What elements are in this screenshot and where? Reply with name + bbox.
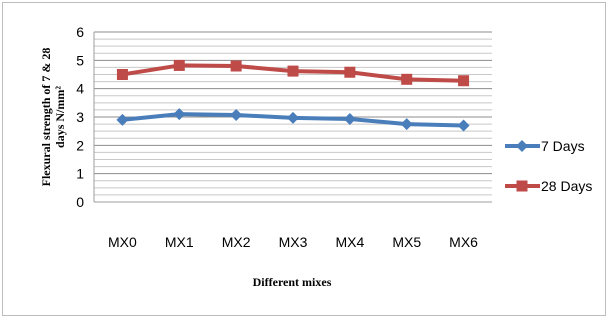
legend: 7 Days 28 Days: [505, 138, 592, 194]
x-tick-label: MX3: [279, 234, 308, 250]
legend-marker: [516, 180, 528, 192]
data-point: [173, 59, 185, 71]
data-point: [458, 75, 470, 87]
legend-item: 7 Days: [505, 138, 585, 154]
y-axis-title: Flexural strength of 7 & 28 days N/mm²: [39, 48, 67, 187]
data-point: [287, 65, 299, 77]
series-0: [116, 108, 470, 132]
y-tick-label: 6: [76, 24, 84, 40]
x-tick-labels: MX0 MX1 MX2 MX3 MX4 MX5 MX6: [108, 234, 478, 250]
legend-marker: [516, 140, 528, 152]
x-tick-label: MX6: [449, 234, 478, 250]
y-axis-title-line1: Flexural strength of 7 & 28: [39, 48, 53, 187]
legend-label: 7 Days: [541, 138, 585, 154]
legend-label: 28 Days: [541, 178, 592, 194]
y-tick-label: 1: [76, 166, 84, 182]
x-tick-label: MX5: [392, 234, 421, 250]
y-tick-label: 3: [76, 109, 84, 125]
data-point: [116, 69, 128, 80]
y-tick-label: 5: [76, 52, 84, 68]
y-tick-label: 4: [76, 81, 84, 97]
y-tick-label: 2: [76, 137, 84, 153]
data-point: [230, 60, 242, 72]
y-axis-title-line2: days N/mm²: [53, 86, 67, 148]
data-point: [173, 108, 186, 121]
data-point: [344, 66, 356, 78]
series-1: [116, 59, 470, 87]
y-tick-labels: 0 1 2 3 4 5 6: [76, 24, 84, 210]
x-tick-label: MX4: [335, 234, 364, 250]
data-point: [401, 73, 413, 85]
legend-item: 28 Days: [505, 178, 592, 194]
x-tick-label: MX0: [108, 234, 137, 250]
data-point: [343, 112, 356, 125]
data-point: [457, 119, 470, 132]
data-point: [287, 111, 299, 124]
data-point: [230, 109, 243, 122]
x-axis-title: Different mixes: [253, 275, 332, 289]
x-tick-label: MX2: [222, 234, 251, 250]
data-point: [116, 113, 129, 126]
x-tick-label: MX1: [165, 234, 194, 250]
series: [116, 59, 470, 132]
data-point: [400, 118, 413, 131]
axes: [93, 32, 492, 203]
y-tick-label: 0: [76, 194, 84, 210]
